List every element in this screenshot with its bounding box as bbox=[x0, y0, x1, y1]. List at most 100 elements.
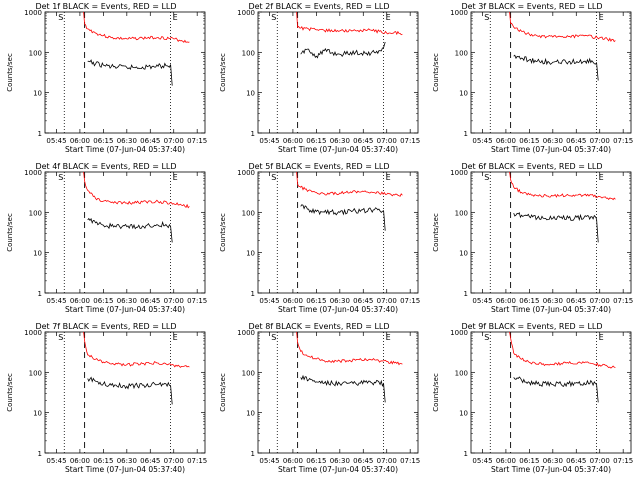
x-tick-label: 06:15 bbox=[93, 297, 113, 305]
y-tick-label: 10 bbox=[246, 410, 255, 418]
y-tick-label: 1 bbox=[464, 130, 468, 138]
x-tick-label: 06:15 bbox=[519, 297, 539, 305]
x-tick-label: 07:15 bbox=[187, 297, 207, 305]
x-axis-label: Start Time (07-Jun-04 05:37:40) bbox=[278, 305, 398, 314]
series-events-line bbox=[300, 374, 386, 403]
x-tick-label: 06:45 bbox=[353, 457, 373, 465]
start-marker: S bbox=[271, 13, 276, 22]
y-tick-label: 100 bbox=[455, 209, 468, 217]
x-tick-label: 07:00 bbox=[590, 297, 610, 305]
plot-frame bbox=[470, 171, 632, 294]
x-tick-label: 06:30 bbox=[330, 457, 350, 465]
x-tick-label: 06:45 bbox=[140, 457, 160, 465]
chart-det-5f: Det 5f BLACK = Events, RED = LLD 1 10 100 10… bbox=[219, 162, 420, 314]
series-events-line bbox=[513, 54, 599, 81]
x-tick-label: 06:30 bbox=[117, 297, 137, 305]
y-tick-label: 1000 bbox=[450, 169, 468, 177]
x-tick-label: 07:00 bbox=[164, 457, 184, 465]
series-lld-line bbox=[296, 11, 403, 36]
x-tick-label: 06:15 bbox=[519, 457, 539, 465]
chart-title: Det 6f BLACK = Events, RED = LLD bbox=[461, 162, 602, 171]
x-tick-label: 05:45 bbox=[46, 457, 66, 465]
y-tick-label: 10 bbox=[246, 90, 255, 98]
x-tick-label: 07:15 bbox=[400, 137, 420, 145]
series-lld-line bbox=[83, 331, 190, 368]
start-marker: S bbox=[271, 173, 276, 182]
x-tick-label: 06:45 bbox=[353, 137, 373, 145]
x-tick-label: 05:45 bbox=[46, 137, 66, 145]
series-events-line bbox=[87, 217, 173, 243]
x-tick-label: 07:15 bbox=[613, 137, 633, 145]
x-tick-label: 06:00 bbox=[70, 137, 90, 145]
series-lld-line bbox=[509, 11, 616, 43]
x-tick-label: 05:45 bbox=[259, 297, 279, 305]
chart-title: Det 2f BLACK = Events, RED = LLD bbox=[248, 2, 389, 11]
x-axis-label: Start Time (07-Jun-04 05:37:40) bbox=[278, 145, 398, 154]
start-marker: S bbox=[58, 173, 63, 182]
series-events-line bbox=[300, 41, 386, 59]
x-tick-label: 07:15 bbox=[400, 457, 420, 465]
x-tick-label: 05:45 bbox=[472, 297, 492, 305]
y-tick-label: 1000 bbox=[450, 9, 468, 17]
plot-frame bbox=[44, 171, 206, 294]
series-lld-line bbox=[83, 11, 190, 43]
x-tick-label: 07:00 bbox=[590, 137, 610, 145]
start-marker: S bbox=[484, 173, 489, 182]
series-lld-line bbox=[296, 331, 403, 366]
y-tick-label: 1 bbox=[464, 450, 468, 458]
x-tick-label: 06:30 bbox=[543, 137, 563, 145]
series-events-line bbox=[87, 376, 173, 405]
y-axis-label: Counts/sec bbox=[219, 373, 227, 412]
y-tick-label: 100 bbox=[242, 49, 255, 57]
y-tick-label: 1000 bbox=[24, 9, 42, 17]
x-axis-label: Start Time (07-Jun-04 05:37:40) bbox=[491, 465, 611, 474]
x-tick-label: 07:00 bbox=[590, 457, 610, 465]
x-axis-label: Start Time (07-Jun-04 05:37:40) bbox=[491, 305, 611, 314]
start-marker: S bbox=[484, 333, 489, 342]
chart-title: Det 4f BLACK = Events, RED = LLD bbox=[35, 162, 176, 171]
x-tick-label: 06:30 bbox=[117, 457, 137, 465]
chart-title: Det 9f BLACK = Events, RED = LLD bbox=[461, 322, 602, 331]
start-marker: S bbox=[58, 333, 63, 342]
y-tick-label: 1 bbox=[464, 290, 468, 298]
y-axis-label: Counts/sec bbox=[219, 213, 227, 252]
chart-det-9f: Det 9f BLACK = Events, RED = LLD 1 10 100 10… bbox=[432, 322, 633, 474]
y-tick-label: 1 bbox=[38, 290, 42, 298]
y-axis-label: Counts/sec bbox=[219, 53, 227, 92]
chart-det-6f: Det 6f BLACK = Events, RED = LLD 1 10 100 10… bbox=[432, 162, 633, 314]
chart-panel-det-8f: Det 8f BLACK = Events, RED = LLD 1 10 100 10… bbox=[213, 320, 426, 480]
x-tick-label: 06:15 bbox=[519, 137, 539, 145]
chart-panel-det-6f: Det 6f BLACK = Events, RED = LLD 1 10 100 10… bbox=[426, 160, 639, 320]
x-tick-label: 05:45 bbox=[46, 297, 66, 305]
y-tick-label: 100 bbox=[455, 369, 468, 377]
plot-frame bbox=[470, 331, 632, 454]
end-marker: E bbox=[386, 173, 391, 182]
end-marker: E bbox=[173, 173, 178, 182]
x-tick-label: 06:00 bbox=[496, 297, 516, 305]
y-tick-label: 1 bbox=[251, 130, 255, 138]
x-tick-label: 06:00 bbox=[283, 457, 303, 465]
x-tick-label: 06:00 bbox=[496, 137, 516, 145]
chart-title: Det 8f BLACK = Events, RED = LLD bbox=[248, 322, 389, 331]
x-tick-label: 06:00 bbox=[283, 137, 303, 145]
y-tick-label: 100 bbox=[242, 209, 255, 217]
x-axis-label: Start Time (07-Jun-04 05:37:40) bbox=[65, 145, 185, 154]
x-tick-label: 05:45 bbox=[259, 457, 279, 465]
x-axis-label: Start Time (07-Jun-04 05:37:40) bbox=[65, 305, 185, 314]
x-axis-label: Start Time (07-Jun-04 05:37:40) bbox=[65, 465, 185, 474]
plot-frame bbox=[257, 171, 419, 294]
chart-panel-det-5f: Det 5f BLACK = Events, RED = LLD 1 10 100 10… bbox=[213, 160, 426, 320]
x-tick-label: 07:15 bbox=[400, 297, 420, 305]
chart-panel-det-7f: Det 7f BLACK = Events, RED = LLD 1 10 100 10… bbox=[0, 320, 213, 480]
x-tick-label: 07:00 bbox=[164, 137, 184, 145]
y-tick-label: 1 bbox=[38, 450, 42, 458]
y-tick-label: 10 bbox=[459, 250, 468, 258]
chart-title: Det 7f BLACK = Events, RED = LLD bbox=[35, 322, 176, 331]
x-tick-label: 06:30 bbox=[330, 137, 350, 145]
chart-det-3f: Det 3f BLACK = Events, RED = LLD 1 10 100 10… bbox=[432, 2, 633, 154]
y-tick-label: 1000 bbox=[24, 329, 42, 337]
end-marker: E bbox=[386, 13, 391, 22]
plot-frame bbox=[257, 331, 419, 454]
chart-det-4f: Det 4f BLACK = Events, RED = LLD 1 10 100 10… bbox=[6, 162, 207, 314]
end-marker: E bbox=[599, 13, 604, 22]
